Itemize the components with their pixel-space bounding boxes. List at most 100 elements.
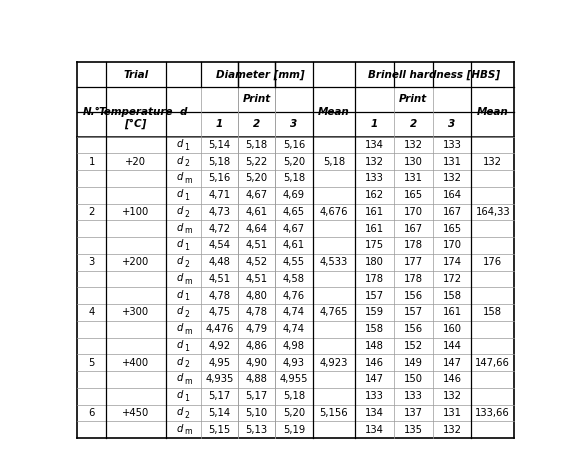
Text: 4,78: 4,78 [208, 291, 230, 301]
Text: 4,92: 4,92 [208, 341, 230, 351]
Text: 133: 133 [365, 174, 384, 184]
Text: 156: 156 [404, 324, 423, 334]
Text: 4,52: 4,52 [246, 257, 268, 267]
Text: 2: 2 [184, 310, 189, 319]
Text: 178: 178 [365, 274, 384, 284]
Text: 161: 161 [443, 307, 462, 317]
Text: 4,58: 4,58 [283, 274, 305, 284]
Text: 4,86: 4,86 [246, 341, 268, 351]
Text: 4,73: 4,73 [208, 207, 230, 217]
Text: 134: 134 [365, 408, 384, 418]
Text: d: d [176, 189, 182, 199]
Text: m: m [184, 227, 192, 236]
Text: 133: 133 [365, 391, 384, 401]
Text: 164: 164 [443, 190, 462, 200]
Text: 4,765: 4,765 [320, 307, 348, 317]
Text: +200: +200 [122, 257, 149, 267]
Text: 5,22: 5,22 [245, 157, 268, 166]
Text: 4,90: 4,90 [246, 358, 268, 368]
Text: 4,54: 4,54 [208, 240, 230, 250]
Text: 135: 135 [404, 425, 423, 435]
Text: 4,48: 4,48 [208, 257, 230, 267]
Text: Print: Print [242, 95, 271, 105]
Text: d: d [176, 139, 182, 149]
Text: 174: 174 [443, 257, 462, 267]
Text: 4,72: 4,72 [208, 224, 230, 234]
Text: 2: 2 [184, 260, 189, 269]
Text: 5,18: 5,18 [283, 391, 305, 401]
Text: 1: 1 [184, 394, 189, 403]
Text: 2: 2 [88, 207, 95, 217]
Text: 4,71: 4,71 [208, 190, 230, 200]
Text: 131: 131 [443, 157, 462, 166]
Text: 167: 167 [443, 207, 462, 217]
Text: 180: 180 [365, 257, 384, 267]
Text: 1: 1 [184, 193, 189, 202]
Text: m: m [184, 176, 192, 185]
Text: +20: +20 [125, 157, 146, 166]
Text: 157: 157 [404, 307, 423, 317]
Text: 170: 170 [404, 207, 423, 217]
Text: 5,16: 5,16 [283, 140, 305, 150]
Text: 3: 3 [448, 119, 456, 129]
Text: 4,95: 4,95 [208, 358, 230, 368]
Text: 4,51: 4,51 [246, 240, 268, 250]
Text: 6: 6 [88, 408, 95, 418]
Text: m: m [184, 377, 192, 386]
Text: d: d [176, 273, 182, 283]
Text: d: d [176, 223, 182, 233]
Text: 1: 1 [184, 343, 189, 353]
Text: 4,67: 4,67 [283, 224, 305, 234]
Text: 160: 160 [443, 324, 462, 334]
Text: 3: 3 [89, 257, 95, 267]
Text: 165: 165 [443, 224, 462, 234]
Text: Mean: Mean [318, 107, 350, 117]
Text: 152: 152 [404, 341, 423, 351]
Text: Diameter [mm]: Diameter [mm] [216, 70, 305, 80]
Text: 4,676: 4,676 [320, 207, 348, 217]
Text: 5,17: 5,17 [245, 391, 268, 401]
Text: 132: 132 [443, 391, 462, 401]
Text: 175: 175 [365, 240, 384, 250]
Text: [°C]: [°C] [125, 119, 147, 129]
Text: 1: 1 [184, 293, 189, 302]
Text: 4,55: 4,55 [283, 257, 305, 267]
Text: d: d [176, 206, 182, 216]
Text: 146: 146 [443, 375, 462, 385]
Text: 5,17: 5,17 [208, 391, 230, 401]
Text: 164,33: 164,33 [475, 207, 510, 217]
Text: d: d [176, 289, 182, 299]
Text: 2: 2 [184, 360, 189, 369]
Text: d: d [179, 107, 187, 117]
Text: 2: 2 [253, 119, 260, 129]
Text: +100: +100 [122, 207, 149, 217]
Text: 4,69: 4,69 [283, 190, 305, 200]
Text: d: d [176, 340, 182, 350]
Text: 5: 5 [88, 358, 95, 368]
Text: 132: 132 [483, 157, 502, 166]
Text: 4,65: 4,65 [283, 207, 305, 217]
Text: 165: 165 [404, 190, 423, 200]
Text: 133: 133 [443, 140, 462, 150]
Text: 158: 158 [483, 307, 502, 317]
Text: 4,923: 4,923 [320, 358, 348, 368]
Text: 146: 146 [365, 358, 384, 368]
Text: 157: 157 [365, 291, 384, 301]
Text: 5,10: 5,10 [246, 408, 268, 418]
Text: 5,18: 5,18 [283, 174, 305, 184]
Text: 4,79: 4,79 [246, 324, 268, 334]
Text: 134: 134 [365, 425, 384, 435]
Text: 133,66: 133,66 [475, 408, 510, 418]
Text: d: d [176, 357, 182, 367]
Text: 5,156: 5,156 [320, 408, 348, 418]
Text: 4,74: 4,74 [283, 307, 305, 317]
Text: 4,51: 4,51 [246, 274, 268, 284]
Text: 4,476: 4,476 [205, 324, 234, 334]
Text: 5,20: 5,20 [283, 157, 305, 166]
Text: 162: 162 [365, 190, 384, 200]
Text: 134: 134 [365, 140, 384, 150]
Text: 4,533: 4,533 [320, 257, 348, 267]
Text: m: m [184, 327, 192, 336]
Text: 4: 4 [89, 307, 95, 317]
Text: Trial: Trial [123, 70, 148, 79]
